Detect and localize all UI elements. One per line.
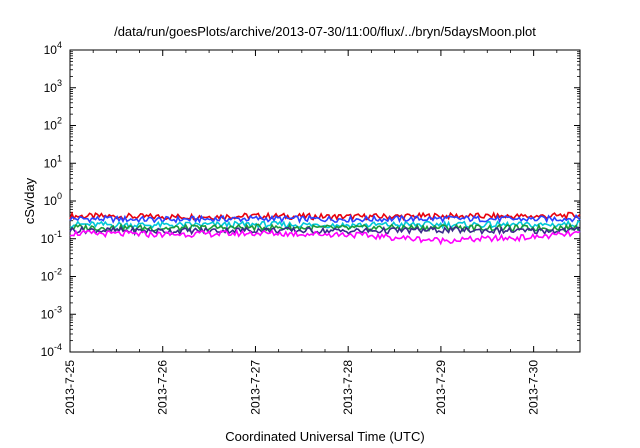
y-tick-label: 10-1 (41, 229, 62, 246)
series-line (69, 219, 581, 230)
y-tick-label: 10-2 (41, 267, 62, 284)
series-line (69, 211, 581, 222)
x-tick-label: 2013-7-27 (248, 360, 262, 415)
x-axis-label: Coordinated Universal Time (UTC) (225, 429, 424, 444)
y-tick-label: 10-4 (41, 342, 62, 359)
y-tick-label: 101 (44, 153, 62, 170)
series-layer (69, 211, 581, 246)
series-line (69, 213, 581, 224)
y-tick-label: 10-3 (41, 304, 62, 321)
plot-area (69, 49, 581, 353)
series-line (69, 228, 581, 246)
x-tick-label: 2013-7-25 (63, 360, 77, 415)
x-tick-label: 2013-7-28 (341, 360, 355, 415)
chart-title: /data/run/goesPlots/archive/2013-07-30/1… (114, 24, 536, 39)
x-tick-label: 2013-7-26 (156, 360, 170, 415)
x-tick-label: 2013-7-30 (527, 360, 541, 415)
y-tick-label: 104 (44, 40, 62, 57)
x-axis: 2013-7-25 2013-7-26 2013-7-27 2013-7-28 2013… (63, 50, 581, 415)
y-axis: 104 103 102 101 100 10-1 10-2 10-3 10-4 (41, 40, 580, 359)
y-tick-label: 100 (44, 191, 62, 208)
y-tick-label: 103 (44, 78, 62, 95)
y-axis-label: cSv/day (22, 177, 37, 224)
x-tick-label: 2013-7-29 (434, 360, 448, 415)
y-tick-label: 102 (44, 116, 62, 133)
plot-frame (69, 49, 581, 353)
